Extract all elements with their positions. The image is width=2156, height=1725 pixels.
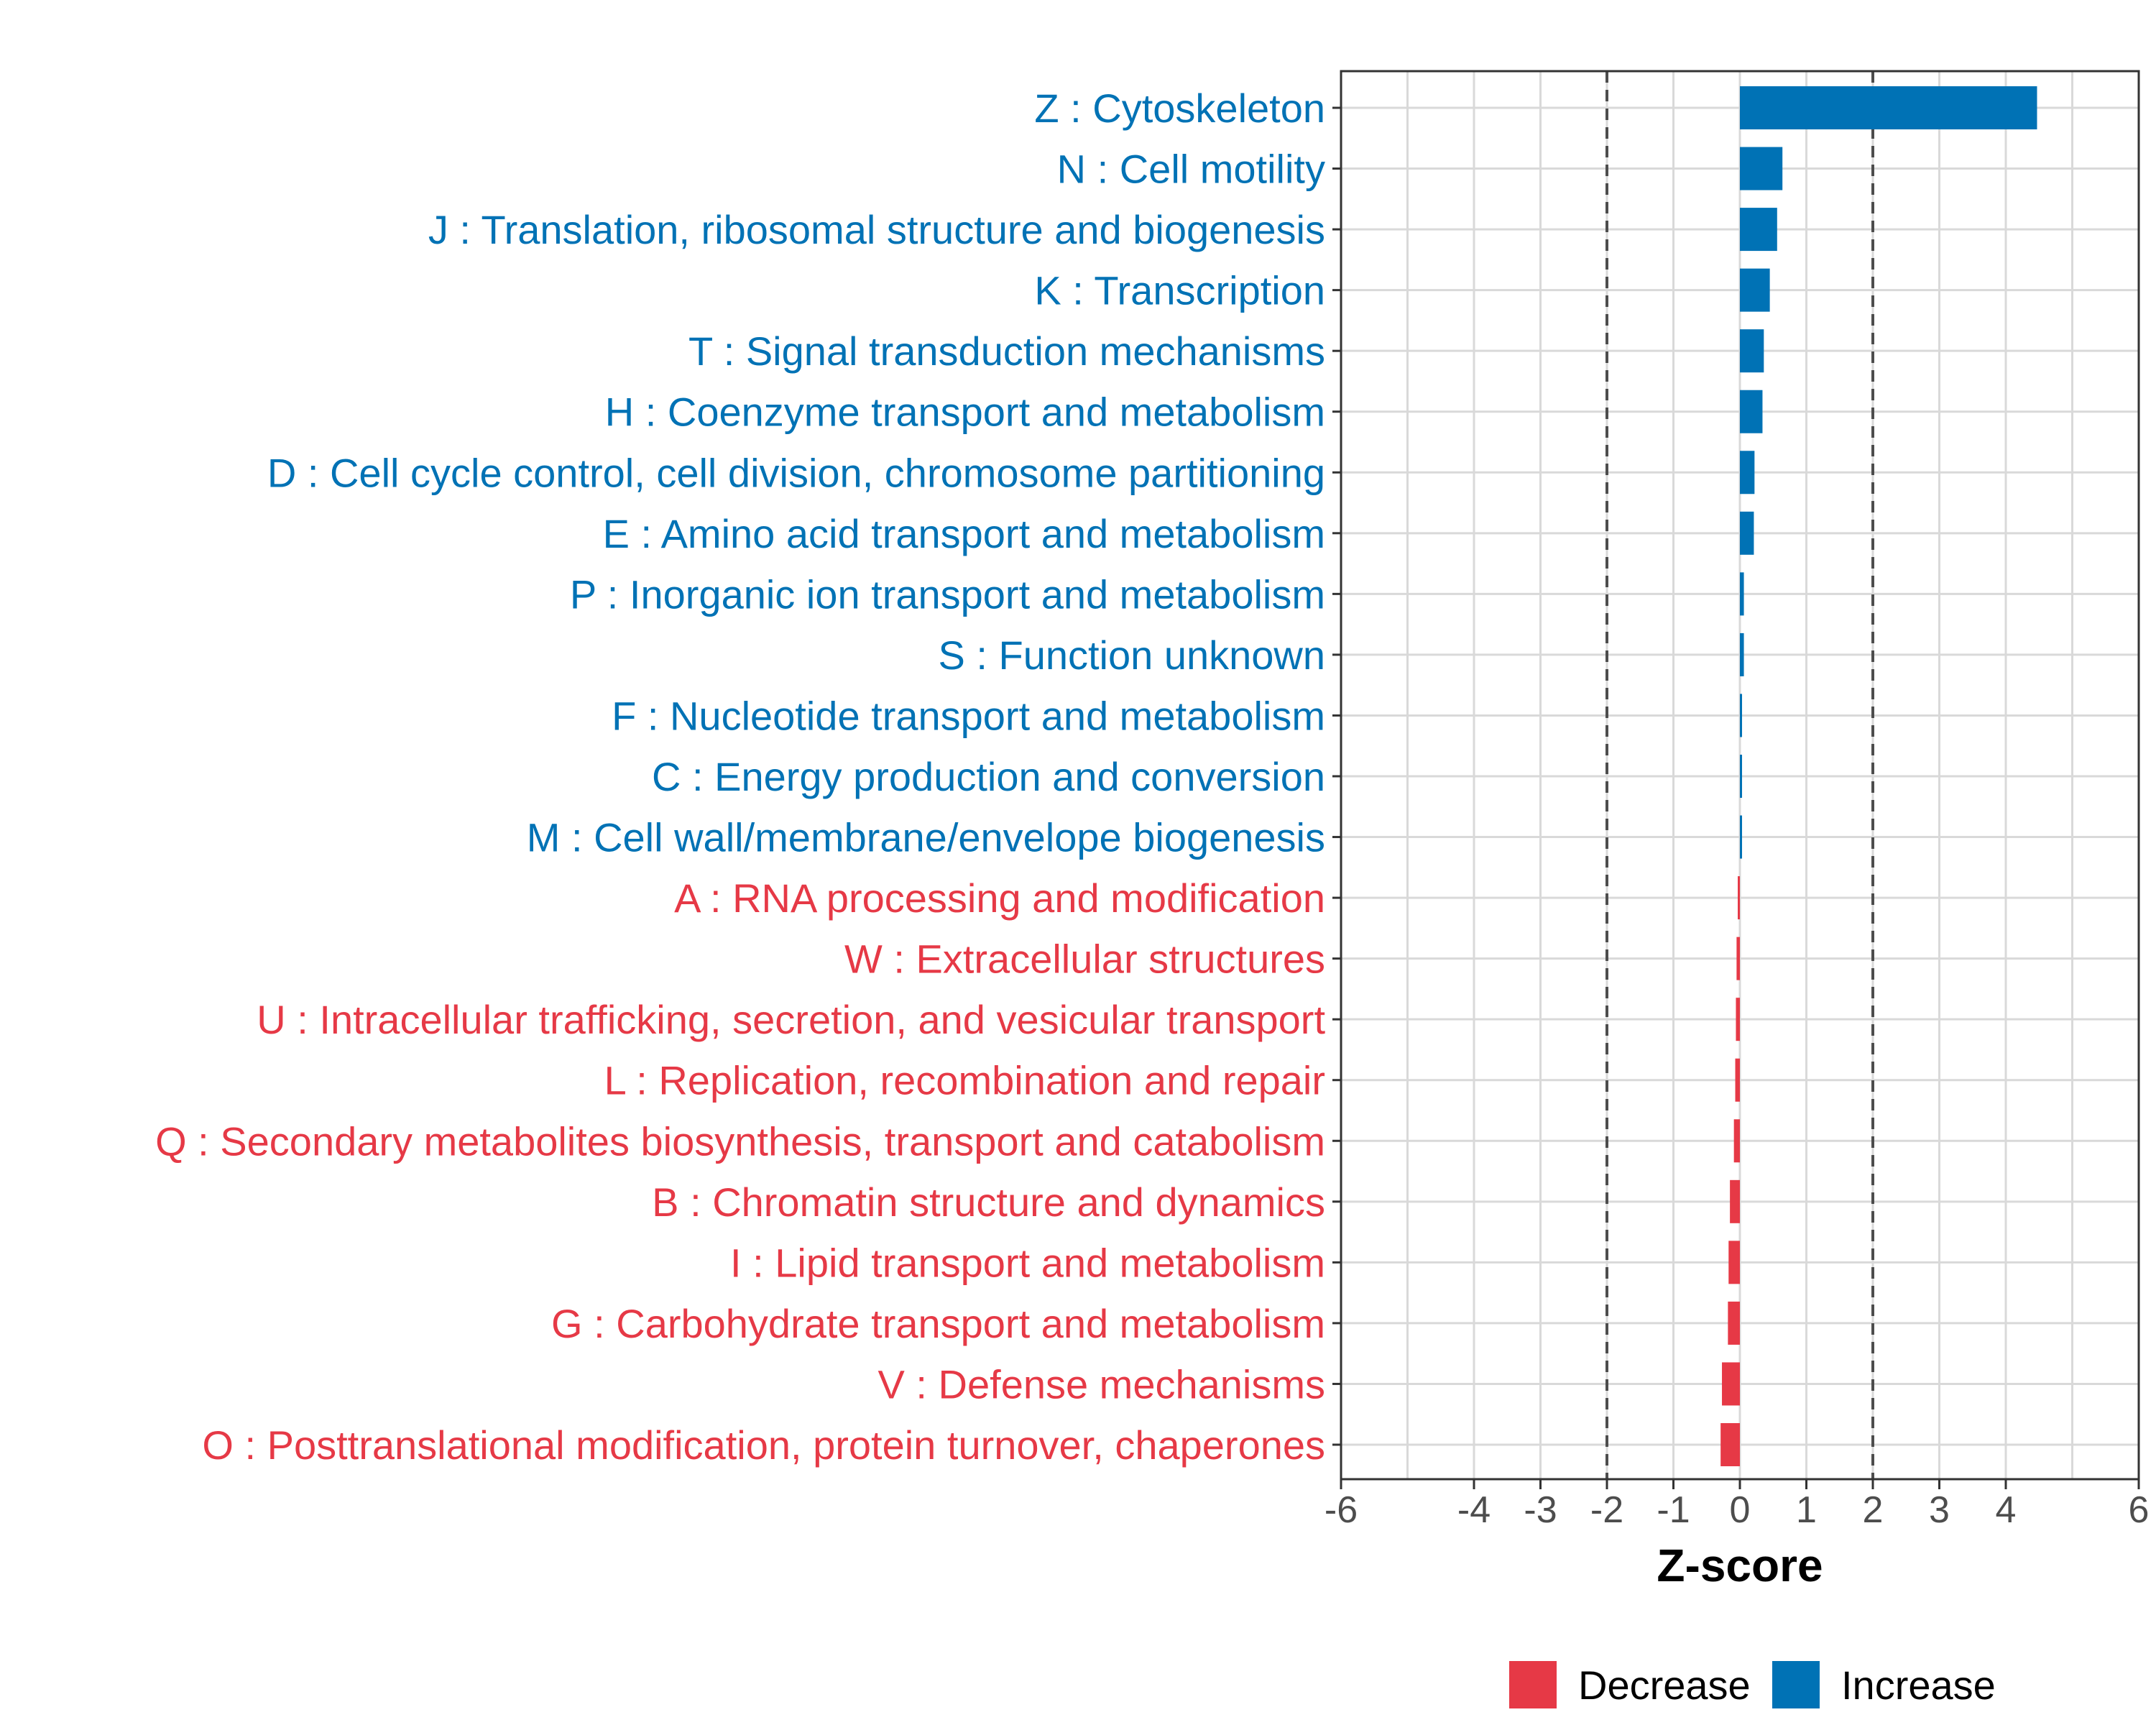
category-label: A : RNA processing and modification	[674, 875, 1325, 921]
category-label: U : Intracellular trafficking, secretion…	[257, 997, 1325, 1042]
category-label: S : Function unknown	[938, 632, 1325, 678]
x-tick-label: -2	[1590, 1489, 1623, 1531]
category-label: F : Nucleotide transport and metabolism	[612, 693, 1325, 738]
bar	[1735, 1058, 1740, 1102]
x-axis-ticks	[1340, 1479, 2140, 1489]
category-label: T : Signal transduction mechanisms	[688, 328, 1325, 374]
category-labels: Z : Cytoskeleton N : Cell motility J : Tra…	[155, 86, 1325, 1468]
bar	[1740, 329, 1764, 373]
x-tick-label: -4	[1457, 1489, 1491, 1531]
x-tick-label: -3	[1524, 1489, 1557, 1531]
category-label: Q : Secondary metabolites biosynthesis, …	[155, 1118, 1325, 1164]
bar	[1736, 937, 1740, 980]
category-label: Z : Cytoskeleton	[1034, 86, 1325, 131]
x-tick-label: 6	[2129, 1489, 2150, 1531]
x-tick-label: -6	[1325, 1489, 1358, 1531]
category-label: N : Cell motility	[1057, 147, 1325, 192]
legend-swatch	[1509, 1661, 1557, 1708]
bar	[1740, 632, 1744, 676]
category-label: M : Cell wall/membrane/envelope biogenes…	[527, 815, 1325, 860]
bar	[1740, 694, 1742, 737]
legend: Decrease Increase	[1509, 1661, 1996, 1708]
x-tick-label: 0	[1730, 1489, 1751, 1531]
bar	[1736, 998, 1740, 1041]
bar	[1730, 1179, 1740, 1223]
bar	[1740, 511, 1754, 555]
category-label: D : Cell cycle control, cell division, c…	[267, 450, 1325, 495]
reference-lines	[1606, 71, 1874, 1479]
category-label: I : Lipid transport and metabolism	[730, 1240, 1325, 1285]
bar	[1740, 268, 1770, 312]
bar	[1740, 451, 1755, 494]
x-tick-label: 3	[1929, 1489, 1950, 1531]
category-label: E : Amino acid transport and metabolism	[603, 511, 1325, 556]
bar	[1728, 1301, 1740, 1345]
bar	[1722, 1362, 1740, 1406]
legend-swatch	[1772, 1661, 1820, 1708]
bar	[1720, 1423, 1740, 1466]
category-label: C : Energy production and conversion	[652, 754, 1325, 799]
bar	[1740, 390, 1763, 433]
x-tick-label: 4	[1996, 1489, 2017, 1531]
x-axis-title: Z-score	[1657, 1540, 1823, 1591]
category-label: O : Posttranslational modification, prot…	[202, 1422, 1325, 1468]
bar	[1740, 755, 1742, 798]
bar	[1733, 1119, 1740, 1163]
category-label: P : Inorganic ion transport and metaboli…	[570, 571, 1325, 617]
bars	[1720, 86, 2037, 1466]
category-label: G : Carbohydrate transport and metabolis…	[551, 1301, 1325, 1346]
x-tick-label: 2	[1863, 1489, 1884, 1531]
legend-label: Decrease	[1578, 1662, 1751, 1708]
category-label: K : Transcription	[1034, 268, 1325, 313]
bar	[1740, 147, 1783, 190]
y-axis-ticks	[1332, 106, 1341, 1446]
category-label: V : Defense mechanisms	[878, 1361, 1325, 1407]
bar	[1740, 86, 2037, 129]
bar	[1740, 815, 1742, 859]
legend-label: Increase	[1841, 1662, 1996, 1708]
category-label: H : Coenzyme transport and metabolism	[605, 390, 1325, 435]
bar	[1740, 572, 1744, 616]
category-label: L : Replication, recombination and repai…	[604, 1058, 1325, 1103]
category-label: J : Translation, ribosomal structure and…	[428, 207, 1325, 252]
category-label: B : Chromatin structure and dynamics	[652, 1179, 1325, 1225]
x-tick-label: 1	[1796, 1489, 1817, 1531]
category-label: W : Extracellular structures	[844, 937, 1325, 982]
x-tick-label: -1	[1657, 1489, 1690, 1531]
bar	[1740, 208, 1777, 252]
x-tick-labels: -6 -4 -3 -2 -1 0 1 2 3 4 6	[1325, 1489, 2150, 1531]
bar	[1738, 876, 1740, 920]
bar	[1728, 1241, 1740, 1284]
